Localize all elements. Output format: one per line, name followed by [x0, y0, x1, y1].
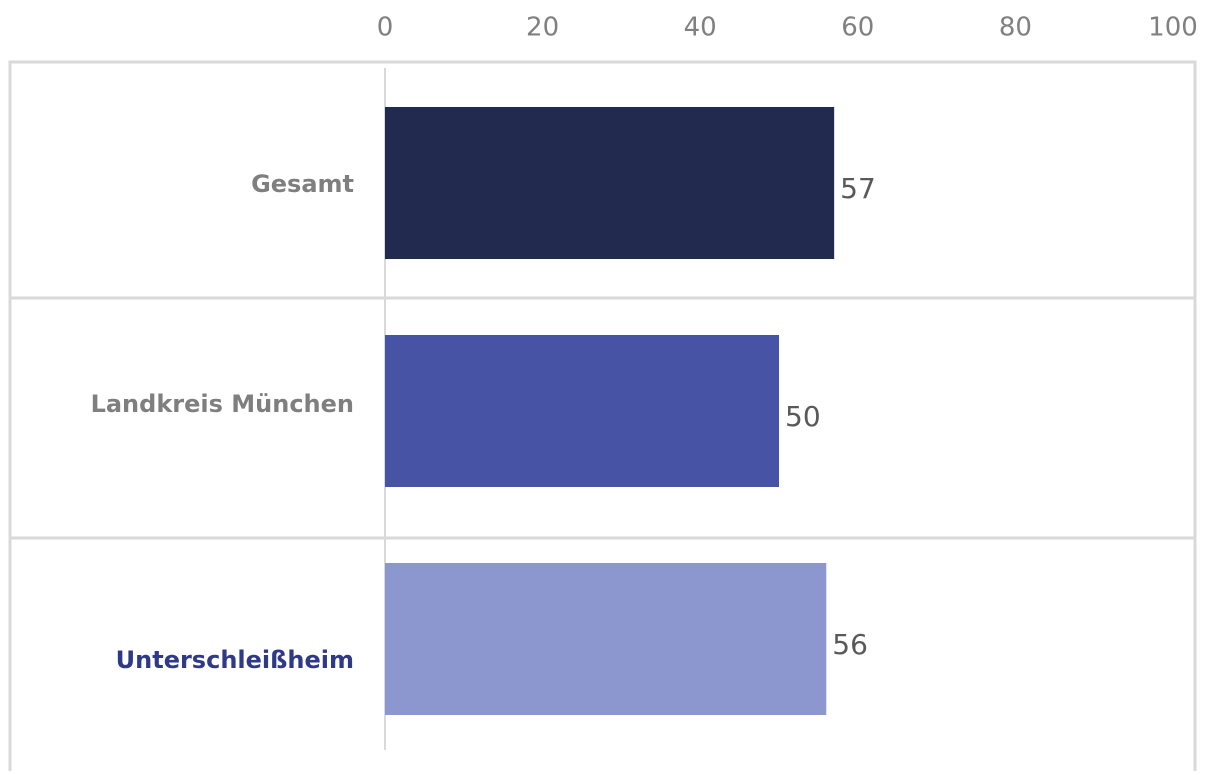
x-tick-label: 20	[526, 13, 559, 43]
value-label: 50	[785, 400, 821, 433]
x-tick-label: 40	[684, 13, 717, 43]
value-label: 57	[840, 172, 876, 205]
x-tick-label: 100	[1148, 13, 1198, 43]
row-frame	[8, 536, 1197, 775]
bar	[385, 335, 779, 487]
x-tick-label: 60	[841, 13, 874, 43]
bar	[385, 107, 835, 259]
category-label: Gesamt	[251, 170, 354, 198]
category-label: Landkreis München	[91, 390, 354, 418]
x-tick-label: 0	[377, 13, 394, 43]
x-tick-label: 80	[999, 13, 1032, 43]
bar	[385, 563, 827, 715]
category-label: Unterschleißheim	[116, 646, 354, 674]
value-label: 56	[832, 628, 868, 661]
